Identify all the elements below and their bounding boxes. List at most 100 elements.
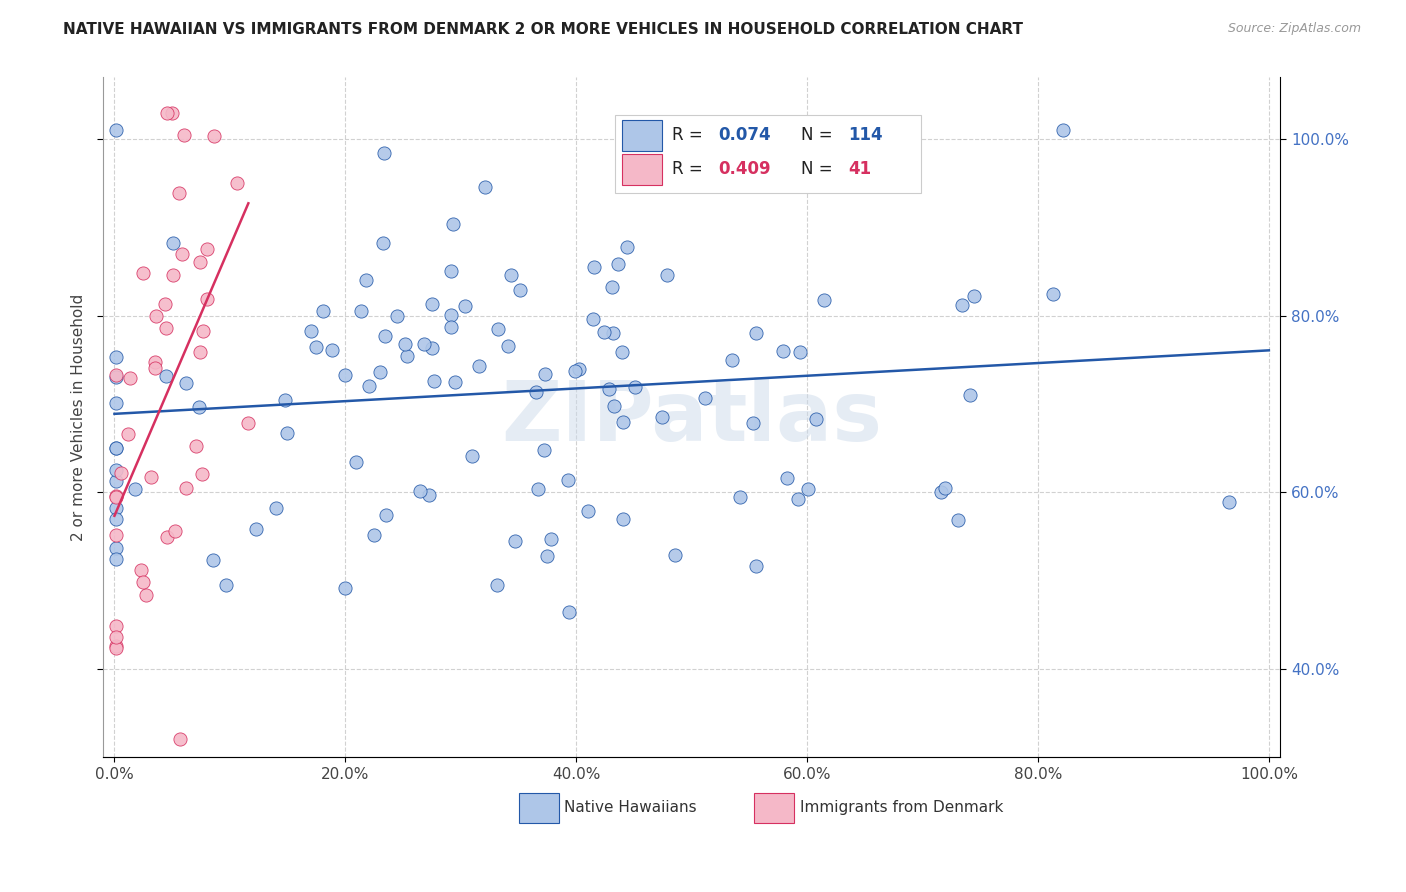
- Point: [385, 310, 408, 324]
- Point: [509, 283, 531, 297]
- FancyBboxPatch shape: [519, 793, 558, 822]
- Text: NATIVE HAWAIIAN VS IMMIGRANTS FROM DENMARK 2 OR MORE VEHICLES IN HOUSEHOLD CORRE: NATIVE HAWAIIAN VS IMMIGRANTS FROM DENMA…: [63, 22, 1024, 37]
- Point: [104, 552, 127, 566]
- FancyBboxPatch shape: [623, 120, 662, 151]
- Text: R =: R =: [672, 126, 707, 145]
- Point: [440, 309, 463, 323]
- Point: [104, 396, 127, 410]
- Point: [474, 180, 496, 194]
- Point: [558, 605, 581, 619]
- Point: [959, 387, 981, 401]
- Point: [524, 384, 547, 399]
- Point: [683, 170, 706, 185]
- Point: [104, 463, 127, 477]
- Text: N =: N =: [801, 161, 838, 178]
- Point: [238, 416, 260, 430]
- Point: [104, 474, 127, 488]
- Point: [104, 630, 127, 644]
- Point: [202, 552, 225, 566]
- Point: [664, 548, 686, 562]
- Point: [503, 534, 526, 549]
- Point: [117, 426, 139, 441]
- Point: [420, 297, 443, 311]
- Point: [155, 321, 177, 335]
- Point: [124, 482, 146, 496]
- Point: [612, 512, 634, 526]
- Point: [486, 321, 509, 335]
- Point: [598, 382, 620, 396]
- Point: [363, 527, 385, 541]
- Point: [813, 293, 835, 308]
- Point: [612, 415, 634, 429]
- Point: [163, 524, 186, 538]
- Point: [174, 481, 197, 495]
- Point: [787, 491, 810, 506]
- FancyBboxPatch shape: [754, 793, 794, 822]
- Text: 0.409: 0.409: [718, 161, 772, 178]
- Point: [104, 501, 127, 516]
- Point: [156, 105, 179, 120]
- Text: Immigrants from Denmark: Immigrants from Denmark: [800, 800, 1004, 815]
- Point: [536, 549, 558, 564]
- Point: [105, 619, 128, 633]
- Text: 114: 114: [848, 126, 883, 145]
- Point: [1042, 287, 1064, 301]
- Point: [374, 329, 396, 343]
- Point: [533, 442, 555, 457]
- Point: [120, 370, 142, 384]
- Text: Native Hawaiians: Native Hawaiians: [564, 800, 697, 815]
- Point: [176, 376, 198, 391]
- Text: 0.074: 0.074: [718, 126, 772, 145]
- Point: [344, 455, 367, 469]
- Point: [104, 528, 127, 542]
- Point: [1052, 123, 1074, 137]
- Text: 41: 41: [848, 161, 872, 178]
- Point: [131, 574, 153, 589]
- Point: [616, 240, 638, 254]
- Point: [934, 481, 956, 495]
- Point: [720, 352, 742, 367]
- Point: [423, 374, 446, 388]
- Point: [695, 391, 717, 405]
- Point: [104, 541, 127, 556]
- Point: [931, 485, 953, 500]
- Text: N =: N =: [801, 126, 838, 145]
- Point: [225, 176, 247, 190]
- FancyBboxPatch shape: [623, 153, 662, 185]
- Point: [202, 128, 225, 143]
- Point: [804, 412, 827, 426]
- Point: [104, 640, 127, 654]
- Point: [195, 292, 218, 306]
- Point: [534, 368, 557, 382]
- Point: [606, 257, 628, 271]
- Point: [408, 483, 430, 498]
- Point: [104, 441, 127, 455]
- Point: [132, 266, 155, 280]
- Point: [461, 450, 484, 464]
- Point: [276, 426, 298, 441]
- Point: [104, 123, 127, 137]
- Point: [789, 345, 811, 359]
- Point: [582, 260, 605, 275]
- Point: [333, 582, 356, 596]
- Point: [191, 467, 214, 482]
- Point: [946, 513, 969, 527]
- Point: [143, 361, 166, 376]
- Point: [394, 337, 416, 351]
- Point: [195, 242, 218, 256]
- Point: [104, 511, 127, 525]
- Point: [568, 362, 591, 376]
- Point: [191, 324, 214, 338]
- Point: [312, 304, 335, 318]
- Point: [582, 311, 605, 326]
- Point: [110, 466, 132, 480]
- Point: [135, 588, 157, 602]
- Point: [188, 344, 211, 359]
- Point: [742, 416, 765, 430]
- Point: [321, 343, 343, 357]
- Point: [104, 351, 127, 365]
- Point: [350, 304, 373, 318]
- Point: [603, 399, 626, 413]
- Point: [188, 255, 211, 269]
- Point: [441, 217, 464, 231]
